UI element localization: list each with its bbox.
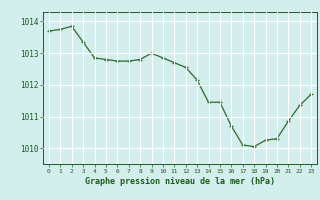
X-axis label: Graphe pression niveau de la mer (hPa): Graphe pression niveau de la mer (hPa) [85,177,275,186]
